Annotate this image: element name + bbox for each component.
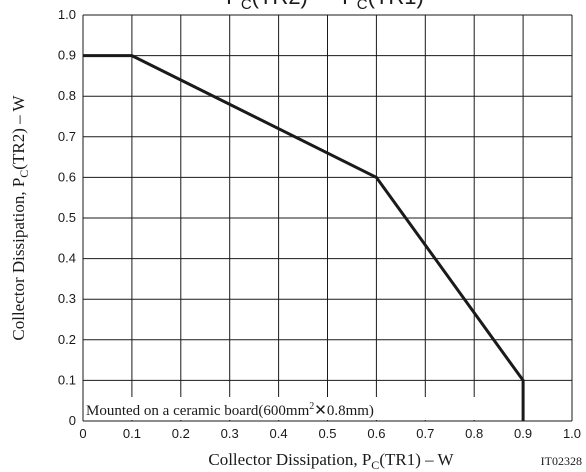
annotation-background [84,397,482,420]
x-tick-labels: 0 0.1 0.2 0.3 0.4 0.5 0.6 0.7 0.8 0.9 1.0 [79,426,581,441]
title-end: (TR1) [368,0,424,9]
y-tick-label: 0.9 [58,48,76,63]
x-tick-label: 0 [79,426,86,441]
series-group [83,54,525,421]
y-axis-label-main: Collector Dissipation, P [9,178,28,341]
series-line [83,54,525,421]
x-tick-label: 0.2 [172,426,190,441]
y-tick-label: 0.7 [58,129,76,144]
y-tick-label: 0 [69,413,76,428]
y-tick-label: 0.4 [58,251,76,266]
grid-lines [82,14,573,422]
y-tick-labels: 0 0.1 0.2 0.3 0.4 0.5 0.6 0.7 0.8 0.9 1.0 [58,7,76,428]
x-tick-label: 0.4 [270,426,288,441]
y-tick-label: 1.0 [58,7,76,22]
annotation-text: Mounted on a ceramic board(600mm2✕0.8mm) [86,401,374,419]
x-axis-label: Collector Dissipation, PC(TR1) – W [208,450,454,472]
figure-code: IT02328 [541,454,582,468]
y-axis-label-sub: C [17,170,31,178]
annotation-part-1: Mounted on a ceramic board(600mm [86,403,310,419]
x-tick-label: 0.9 [514,426,532,441]
y-axis-label: Collector Dissipation, PC(TR2) – W [9,94,31,340]
x-tick-label: 0.8 [465,426,483,441]
y-tick-label: 0.8 [58,88,76,103]
x-tick-label: 0.6 [367,426,385,441]
x-axis-label-sub: C [371,458,379,472]
x-axis-label-end: (TR1) – W [379,450,454,469]
y-tick-label: 0.6 [58,169,76,184]
annotation-part-2: 0.8mm) [327,403,374,419]
title-p1: P [226,0,241,9]
y-tick-label: 0.5 [58,210,76,225]
chart-title: PC(TR2) — PC(TR1) [226,0,424,13]
title-sub1: C [241,0,252,13]
title-sub2: C [357,0,368,13]
title-mid: (TR2) — P [252,0,357,9]
x-axis-label-main: Collector Dissipation, P [208,450,371,469]
x-tick-label: 0.7 [416,426,434,441]
annotation-times-symbol: ✕ [314,401,327,419]
y-tick-label: 0.2 [58,332,76,347]
y-axis-label-end: (TR2) – W [9,94,28,169]
y-tick-label: 0.3 [58,291,76,306]
x-tick-label: 0.1 [123,426,141,441]
annotation-superscript: 2 [309,401,314,412]
x-tick-label: 1.0 [563,426,581,441]
x-tick-label: 0.3 [221,426,239,441]
x-tick-label: 0.5 [318,426,336,441]
y-tick-label: 0.1 [58,372,76,387]
